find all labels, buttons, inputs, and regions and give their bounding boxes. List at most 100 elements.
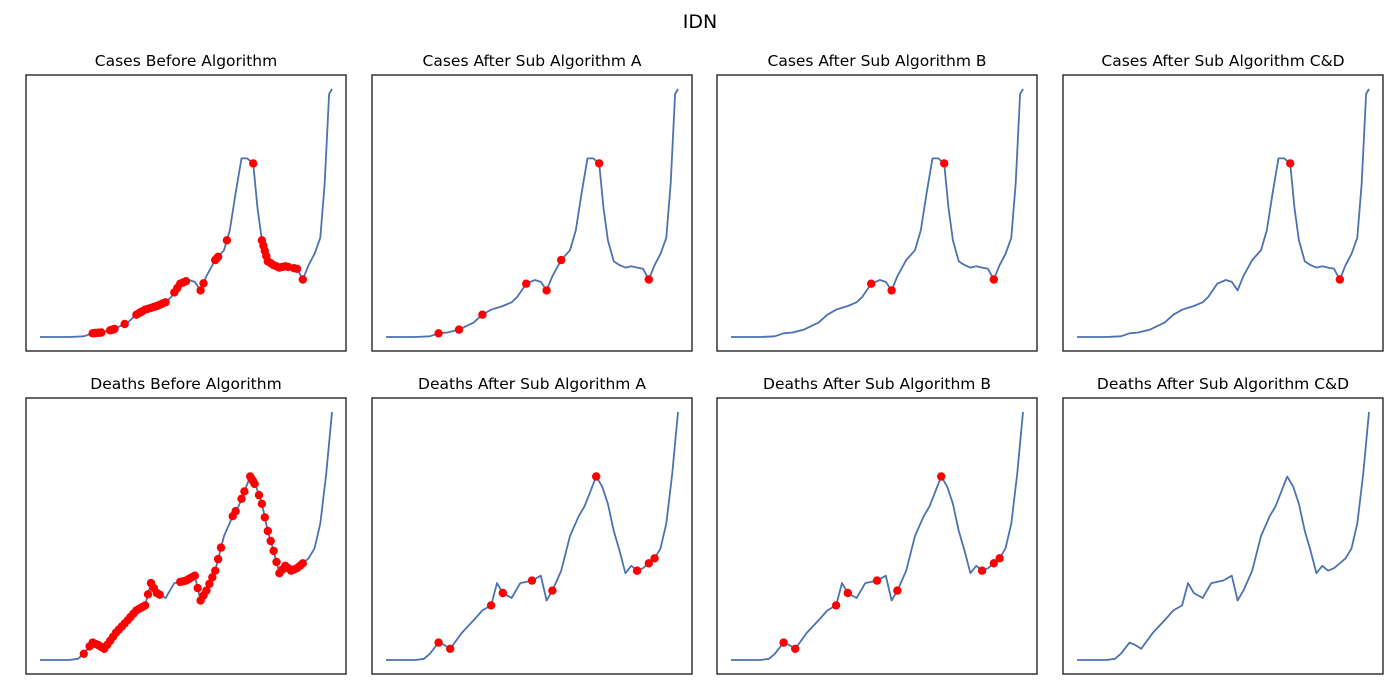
marked-point <box>644 559 653 568</box>
marked-point <box>527 576 537 585</box>
subplot-7: Deaths After Sub Algorithm B <box>716 375 1038 675</box>
plot-area <box>716 74 1038 352</box>
marked-point <box>632 566 642 575</box>
subplot-title: Deaths Before Algorithm <box>90 375 281 393</box>
marked-point <box>995 554 1004 563</box>
plot-area <box>25 397 347 675</box>
marked-point <box>791 644 800 653</box>
marked-point <box>205 579 214 589</box>
marked-point <box>199 279 208 288</box>
plot-area <box>25 74 347 352</box>
marked-point <box>872 576 882 585</box>
marked-point <box>254 490 264 500</box>
figure-title: IDN <box>683 11 717 33</box>
plot-area <box>1062 74 1384 352</box>
subplot-3: Cases After Sub Algorithm B <box>716 52 1038 352</box>
marked-point <box>298 559 307 568</box>
marked-point <box>498 588 507 598</box>
plot-area <box>371 397 693 675</box>
marked-point <box>269 546 278 556</box>
marked-point <box>522 279 531 288</box>
marked-point <box>257 499 267 508</box>
marked-point <box>650 554 659 563</box>
marked-point <box>222 236 232 245</box>
cases-series-line <box>1077 88 1370 338</box>
plot-area <box>716 397 1038 675</box>
marked-point <box>548 586 557 595</box>
subplot-8: Deaths After Sub Algorithm C&D <box>1062 375 1384 675</box>
marked-point <box>446 644 455 653</box>
subplot-title: Cases After Sub Algorithm C&D <box>1101 52 1344 70</box>
subplot-1: Cases Before Algorithm <box>25 52 347 352</box>
subplot-title: Cases After Sub Algorithm B <box>768 52 987 70</box>
marked-point <box>887 286 896 295</box>
marked-point <box>181 277 191 286</box>
marked-point <box>202 586 211 595</box>
subplot-title: Deaths After Sub Algorithm B <box>763 375 991 393</box>
marked-point <box>486 601 496 610</box>
marked-point <box>196 286 205 295</box>
subplot-4: Cases After Sub Algorithm C&D <box>1062 52 1384 352</box>
marked-point <box>595 159 604 168</box>
subplot-title: Deaths After Sub Algorithm C&D <box>1097 375 1349 393</box>
subplot-title: Deaths After Sub Algorithm A <box>418 375 646 393</box>
marked-point <box>190 571 199 580</box>
marked-point <box>843 588 852 598</box>
marked-point <box>937 472 946 481</box>
marked-point <box>542 286 551 295</box>
marked-point <box>272 557 281 567</box>
marked-point <box>140 601 150 610</box>
subplot-5: Deaths Before Algorithm <box>25 375 347 675</box>
marked-point <box>454 325 464 334</box>
marked-point <box>298 275 307 284</box>
marked-point <box>231 507 240 516</box>
subplot-2: Cases After Sub Algorithm A <box>371 52 693 352</box>
cases-series-line <box>731 88 1024 338</box>
marked-point <box>211 566 220 575</box>
marked-point <box>292 264 302 273</box>
marked-point <box>155 590 164 599</box>
subplot-title: Cases Before Algorithm <box>95 52 277 70</box>
marked-point <box>266 536 275 546</box>
marked-point <box>989 275 998 284</box>
marked-point <box>97 328 106 337</box>
marked-point <box>193 583 202 593</box>
marked-point <box>940 159 949 168</box>
marked-point <box>644 275 653 284</box>
marked-point <box>263 526 272 536</box>
marked-point <box>977 566 987 575</box>
subplot-title: Cases After Sub Algorithm A <box>423 52 642 70</box>
marked-point <box>216 543 226 552</box>
deaths-series-line <box>1077 411 1370 661</box>
marked-point <box>213 554 223 564</box>
marked-point <box>831 601 841 610</box>
marked-point <box>213 252 223 261</box>
marked-point <box>110 324 119 334</box>
marked-point <box>237 494 246 503</box>
marked-point <box>893 586 902 595</box>
marked-point <box>867 279 876 288</box>
marked-point <box>1335 275 1345 284</box>
marked-point <box>478 310 487 319</box>
marked-point <box>120 319 129 329</box>
marked-point <box>240 487 249 496</box>
marked-point <box>208 573 217 582</box>
marked-point <box>434 329 443 338</box>
marked-point <box>989 559 998 568</box>
marked-point <box>250 479 259 489</box>
marked-point <box>557 255 566 265</box>
cases-series-line <box>386 88 679 338</box>
marked-point <box>779 638 788 647</box>
marked-point <box>249 159 258 168</box>
plot-area <box>371 74 693 352</box>
marked-point <box>1286 159 1295 168</box>
marked-point <box>161 298 170 307</box>
marked-point <box>434 638 443 647</box>
plot-area <box>1062 397 1384 675</box>
marked-point <box>143 590 153 599</box>
subplot-6: Deaths After Sub Algorithm A <box>371 375 693 675</box>
marked-point <box>260 513 269 522</box>
marked-point <box>79 649 89 658</box>
marked-point <box>592 472 601 481</box>
